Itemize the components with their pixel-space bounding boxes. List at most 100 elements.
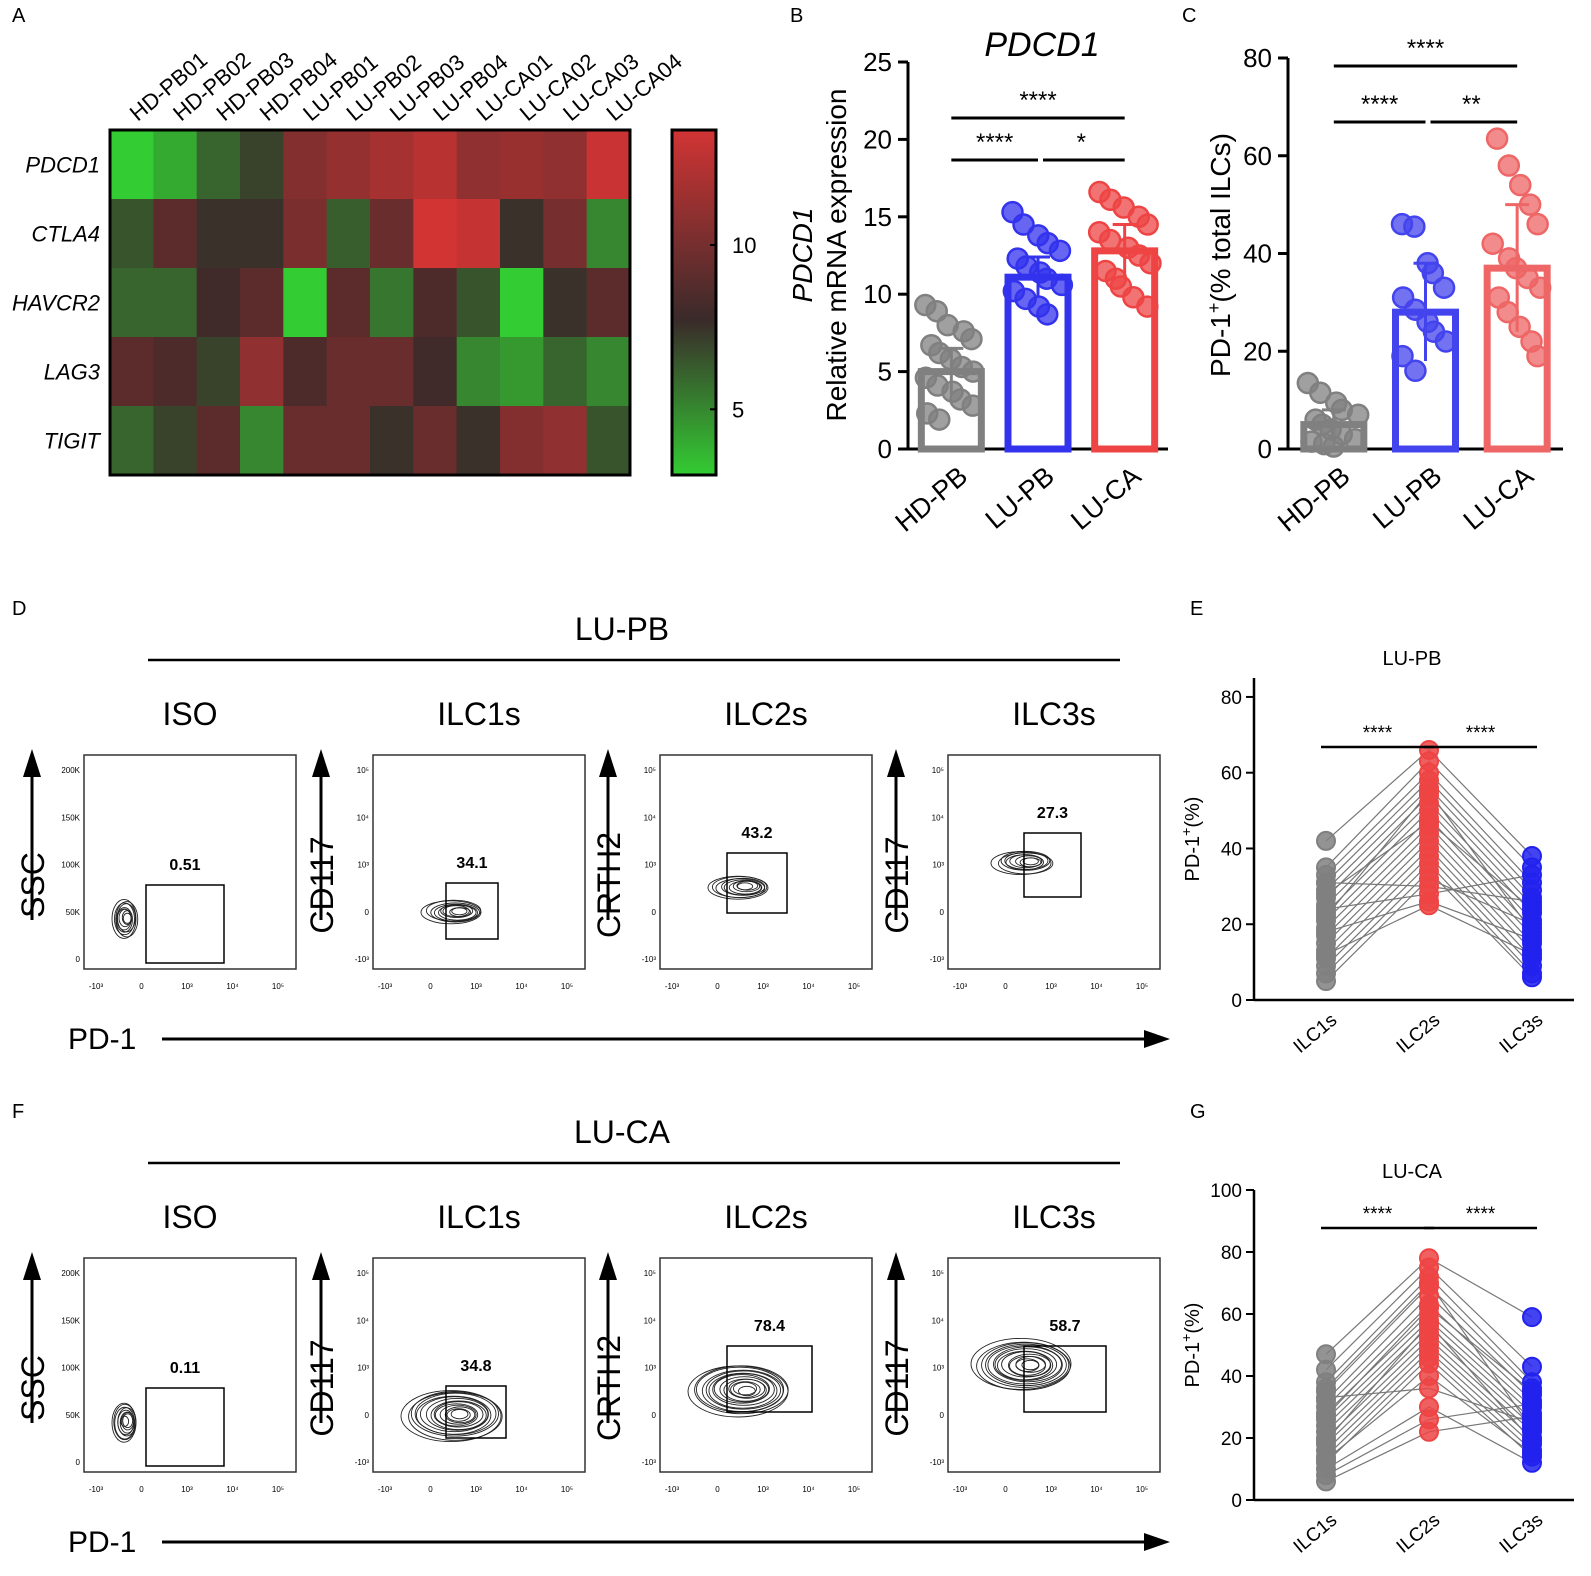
heatmap-cell — [240, 199, 284, 269]
flow-x-tick-label: 10³ — [757, 982, 769, 991]
contour-line — [434, 1403, 479, 1427]
flow-x-tick-label: 10⁴ — [515, 982, 528, 991]
heatmap-cell — [196, 337, 241, 407]
y-label-part: PD-1 — [1182, 836, 1204, 882]
arrowhead-icon — [23, 749, 41, 777]
flow-y-tick-label: 10⁵ — [932, 766, 944, 775]
data-point — [1346, 403, 1370, 427]
heatmap-row-label: CTLA4 — [32, 222, 100, 247]
contour-line — [440, 904, 474, 918]
flow-y-label: CD117 — [879, 836, 915, 933]
data-point — [1316, 830, 1336, 851]
contour-line — [985, 1343, 1067, 1387]
flow-x-tick-label: -10³ — [378, 982, 393, 991]
flow-x-tick-label: -10³ — [89, 1485, 104, 1494]
flow-x-tick-label: 10⁵ — [561, 982, 573, 991]
flow-y-tick-label: 0 — [365, 1411, 370, 1420]
data-point — [961, 360, 985, 383]
flow-y-tick-label: 10⁴ — [357, 1316, 370, 1325]
data-point — [1522, 864, 1542, 885]
y-tick-label: 0 — [1231, 991, 1242, 1012]
heatmap-cell — [370, 337, 414, 407]
data-point — [1404, 359, 1427, 383]
contour-line — [713, 1374, 770, 1404]
flow-y-tick-label: 10⁵ — [932, 1269, 944, 1278]
contour-line — [728, 1378, 766, 1399]
heatmap-cell — [326, 199, 371, 269]
y-tick-label: 20 — [1243, 336, 1272, 366]
flow-y-tick-label: -10³ — [642, 1458, 657, 1467]
heatmap-cell — [500, 337, 544, 407]
significance-label: **** — [1361, 91, 1398, 118]
flow-y-tick-label: 100K — [61, 861, 80, 870]
heatmap-cell — [500, 406, 544, 476]
flow-y-tick-label: -10³ — [355, 1458, 370, 1467]
flow-y-tick-label: -10³ — [930, 955, 945, 964]
contour-line — [736, 880, 759, 891]
flow-y-tick-label: 150K — [61, 1316, 80, 1325]
paired-chart-panel-g: LU-CA 0 20 40 60 80 100 PD-1+(%) ILC1s ILC2s ILC3s… — [1178, 1161, 1574, 1558]
contour-line — [439, 1404, 477, 1425]
heatmap-cell — [543, 268, 588, 338]
data-point — [1403, 215, 1426, 238]
significance-label: ** — [1462, 91, 1481, 118]
y-label-part: + — [1178, 828, 1194, 836]
y-axis-gene-label: PDCD1 — [787, 208, 818, 303]
flow-x-tick-label: 0 — [1003, 982, 1008, 991]
heatmap-cell — [456, 337, 501, 407]
data-point — [1139, 251, 1162, 275]
y-tick-label: 0 — [878, 434, 892, 464]
heatmap-cell — [283, 268, 328, 338]
contour-line — [430, 1400, 487, 1431]
colorbar-tick-label: 10 — [732, 233, 756, 258]
y-label-part: (%) — [1182, 797, 1204, 828]
contour-line — [994, 1348, 1058, 1381]
heatmap-row-label: LAG3 — [44, 360, 101, 385]
heatmap-cell — [240, 130, 284, 200]
colorbar — [670, 128, 718, 477]
flow-y-label: CD117 — [879, 1339, 915, 1436]
chart-title: PDCD1 — [984, 26, 1099, 64]
arrowhead-icon — [312, 1252, 330, 1280]
heatmap-cell — [413, 268, 458, 338]
heatmap-cell — [326, 268, 371, 338]
heatmap-cell — [456, 199, 501, 269]
flow-header: LU-PB — [575, 611, 669, 647]
significance-label: **** — [976, 129, 1013, 156]
arrowhead-icon — [887, 1252, 905, 1280]
data-point — [1518, 193, 1542, 216]
flow-gate — [726, 1345, 813, 1413]
flow-x-label: PD-1 — [68, 1526, 136, 1559]
gate-percentage: 27.3 — [1037, 805, 1068, 822]
y-axis-label: Relative mRNA expression — [821, 88, 852, 421]
data-point — [1419, 1421, 1439, 1442]
data-point — [1419, 1378, 1439, 1399]
y-tick-label: 80 — [1243, 43, 1272, 73]
heatmap-cell — [413, 130, 458, 200]
data-point — [1048, 239, 1072, 263]
data-point — [1419, 895, 1439, 916]
x-tick-label: ILC1s — [1290, 1010, 1342, 1058]
data-point — [1481, 232, 1504, 255]
flow-y-tick-label: 10⁵ — [357, 1269, 369, 1278]
flow-gate — [145, 1387, 225, 1467]
data-point — [1526, 344, 1549, 368]
panel-letter-D: D — [12, 598, 26, 620]
data-point — [1508, 173, 1532, 197]
flow-y-label: CRTH2 — [591, 1335, 627, 1441]
flow-gate — [1023, 1345, 1107, 1413]
flow-y-tick-label: 0 — [940, 908, 945, 917]
data-point — [1036, 303, 1059, 326]
flow-gate — [445, 1385, 507, 1439]
contour-line — [408, 1392, 503, 1441]
contour-line — [114, 1406, 136, 1440]
heatmap-cell — [110, 406, 154, 476]
gate-percentage: 34.8 — [460, 1358, 491, 1375]
heatmap-cell — [456, 268, 501, 338]
data-point — [1419, 1273, 1439, 1293]
y-label-main: PD-1 — [1205, 313, 1236, 377]
flow-row-panel-d: LU-PB ISO SSC 200K 150K 100K 50K 0 -10³ 0 10³ 10⁴ 10… — [15, 611, 1170, 1056]
flow-y-tick-label: 50K — [66, 908, 81, 917]
flow-plot-title: ILC1s — [437, 696, 521, 732]
